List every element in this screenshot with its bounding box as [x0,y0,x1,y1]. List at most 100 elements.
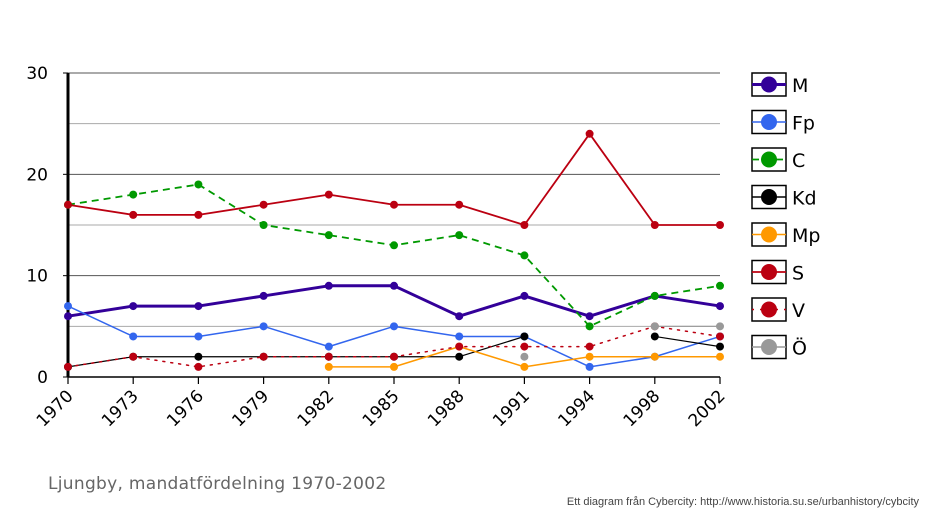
data-point [129,210,138,219]
data-point [455,200,464,209]
data-point [129,302,138,311]
y-tick-label: 10 [26,267,48,287]
legend-label: Mp [792,225,820,247]
data-point [390,322,398,331]
x-tick-label: 1994 [554,386,599,431]
legend-label: Kd [792,188,817,210]
y-tick-label: 0 [37,368,48,388]
data-point [194,362,203,371]
data-point [716,221,724,229]
data-point [650,352,659,361]
data-point [650,332,659,341]
data-point [259,352,268,361]
data-point [129,332,138,341]
data-point [520,251,529,260]
legend-label: S [792,263,804,285]
legend-item-S: S [751,259,804,285]
y-tick-label: 20 [26,165,48,185]
y-tick-label: 30 [26,64,48,84]
series-line [654,335,721,348]
data-point [585,342,594,351]
chart-title: Ljungby, mandatfördelning 1970-2002 [48,474,387,494]
y-tick-labels: 0 10 20 30 [26,64,48,388]
legend-marker [761,301,777,318]
x-tick-label: 1973 [98,386,143,431]
legend-marker [761,114,777,130]
data-point [64,362,72,371]
data-point [455,342,464,351]
axes [63,72,721,384]
x-tick-label: 1985 [359,386,404,431]
data-point [520,332,529,341]
legend-marker [761,339,777,355]
data-point [650,221,659,229]
data-point [324,231,333,240]
data-point [585,352,594,361]
legend-item-C: C [751,147,805,172]
x-tick-label: 1982 [294,386,339,431]
legend-label: C [792,150,805,172]
data-point [455,231,464,240]
data-point [520,362,529,371]
data-point [194,210,203,219]
legend: M Fp C Kd Mp SVÖ [751,72,820,360]
data-point [520,221,529,229]
series-line [67,284,721,318]
data-point [64,312,72,321]
data-point [64,302,72,311]
series-Ö [520,322,724,361]
data-point [390,362,398,371]
data-point [324,362,333,371]
legend-item-Fp: Fp [751,109,815,135]
data-point [259,322,268,331]
data-point [716,352,724,361]
legend-item-Ö: Ö [751,334,807,360]
series-line [67,335,525,368]
data-point [585,312,594,321]
data-point [390,241,398,250]
data-point [520,342,529,351]
legend-marker [761,264,777,280]
legend-marker [761,151,777,168]
legend-marker [761,76,777,93]
data-point [455,352,464,361]
legend-label: Fp [792,113,815,135]
data-point [390,200,398,209]
data-point [520,291,529,300]
series [64,129,724,371]
legend-label: M [792,75,808,97]
data-point [64,200,72,209]
data-point [324,342,333,351]
x-tick-label: 1991 [489,386,534,431]
x-tick-label: 1988 [424,386,469,431]
data-point [324,352,333,361]
data-point [194,352,203,361]
legend-label: V [792,300,805,322]
series-V [64,322,724,371]
series-line [67,132,720,226]
data-point [324,190,333,199]
data-point [194,332,203,341]
data-point [650,322,659,331]
data-point [585,362,594,371]
x-tick-label: 2002 [685,386,730,431]
source-credit: Ett diagram från Cybercity: http://www.h… [566,496,919,508]
legend-label: Ö [792,337,807,360]
x-tick-labels: 1970 1973 1976 1979 1982 1985 1988 1991 1994 1998… [33,386,730,431]
data-point [324,281,333,290]
series-line [67,325,721,368]
legend-marker [761,226,777,243]
data-point [520,352,529,361]
series-S [64,129,724,229]
legend-item-Kd: Kd [751,184,817,210]
data-point [455,332,464,341]
data-point [716,322,724,331]
data-point [390,352,398,361]
legend-item-M: M [751,72,808,97]
data-point [129,190,138,199]
series-M [64,281,724,321]
data-point [716,281,724,290]
data-point [716,342,724,351]
data-point [716,332,724,341]
